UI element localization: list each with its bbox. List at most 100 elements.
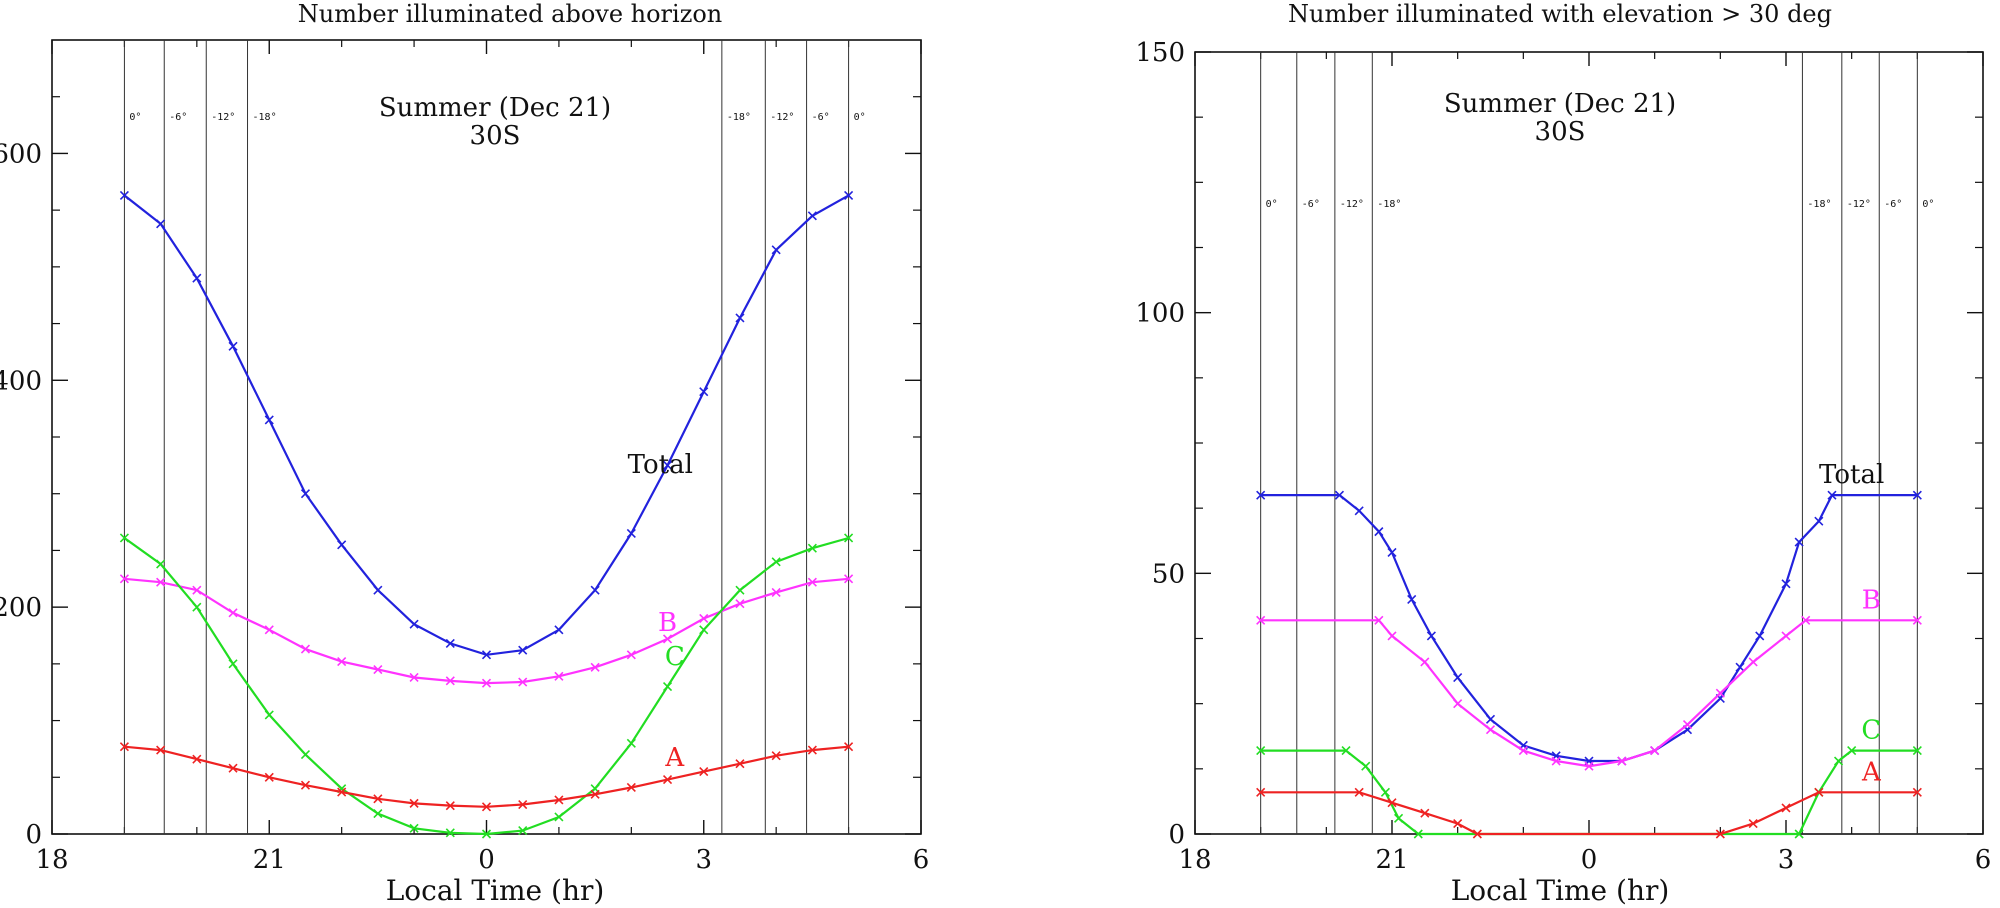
chart-panel-right: Number illuminated with elevation > 30 d… [1135, 0, 1991, 907]
data-point-c [1794, 829, 1804, 839]
data-point-c [1394, 813, 1404, 823]
data-point-total [337, 540, 347, 550]
data-point-a [156, 745, 166, 755]
series-line-total [123, 194, 850, 656]
data-point-c [409, 823, 419, 833]
data-point-b [1715, 688, 1725, 698]
data-point-total [1453, 673, 1463, 683]
data-point-a [1256, 787, 1266, 797]
x-axis-label-left: Local Time (hr) [386, 874, 605, 907]
series-line-a [124, 745, 849, 808]
series-line-total [1260, 494, 1918, 763]
data-point-total [1827, 490, 1837, 500]
data-point-b [1256, 615, 1266, 625]
data-point-a [1748, 819, 1758, 829]
data-point-b [445, 676, 455, 686]
data-point-a [771, 751, 781, 761]
data-point-total [1485, 714, 1496, 724]
data-point-a [192, 754, 202, 764]
x-tick-label: 18 [1178, 845, 1211, 875]
data-point-c [1912, 746, 1922, 756]
data-point-a [337, 787, 347, 797]
data-point-total [699, 387, 709, 397]
twilight-label: -18° [727, 112, 751, 123]
data-point-total [300, 489, 311, 499]
data-point-total [1814, 516, 1824, 526]
data-point-a [662, 774, 673, 785]
data-point-a [1814, 787, 1824, 797]
data-point-total [1912, 490, 1922, 500]
series-name-label: C [1861, 716, 1881, 746]
data-point-b [626, 650, 636, 660]
data-point-b [409, 672, 419, 683]
data-point-a [1781, 803, 1791, 813]
twilight-label: -6° [812, 112, 830, 123]
data-point-total [1781, 579, 1791, 589]
x-tick-label: 3 [695, 845, 712, 875]
data-point-b [337, 657, 347, 667]
data-point-c [228, 659, 238, 669]
data-point-b [1801, 615, 1811, 625]
y-tick-label: 600 [0, 139, 42, 169]
data-point-b [228, 608, 238, 618]
data-point-total [1256, 490, 1266, 500]
twilight-label: -12° [1847, 199, 1871, 210]
twilight-label: -18° [1377, 199, 1401, 210]
data-point-b [119, 574, 129, 584]
data-point-c [264, 710, 274, 720]
twilight-label: -12° [211, 112, 235, 123]
series-name-label: A [1861, 757, 1882, 787]
latitude-annotation-right: 30S [1535, 117, 1586, 147]
data-point-c [1380, 787, 1390, 797]
series-name-label: Total [1819, 460, 1884, 490]
data-point-total [1794, 537, 1804, 547]
data-point-b [1485, 725, 1496, 735]
data-point-c [699, 625, 709, 635]
data-point-c [445, 828, 455, 838]
chart-title-left: Number illuminated above horizon [298, 0, 723, 28]
data-point-b [1420, 657, 1430, 667]
data-point-a [1472, 829, 1482, 839]
data-point-a [626, 782, 636, 793]
data-point-c [844, 533, 854, 543]
data-point-c [1361, 761, 1371, 771]
data-point-a [1354, 787, 1364, 797]
data-point-c [373, 809, 383, 819]
x-tick-label: 3 [1778, 845, 1795, 875]
data-point-c [626, 738, 636, 748]
data-point-c [1341, 746, 1351, 756]
series-line-c [123, 536, 849, 836]
data-point-total [445, 638, 455, 649]
twilight-label: -12° [770, 112, 794, 123]
data-point-total [1407, 594, 1417, 604]
data-point-b [590, 662, 600, 672]
chart-title-right: Number illuminated with elevation > 30 d… [1288, 0, 1832, 28]
data-point-total [626, 528, 636, 538]
data-point-total [409, 619, 419, 629]
data-point-c [735, 585, 745, 595]
data-point-total [735, 313, 745, 323]
data-point-a [1453, 819, 1463, 829]
data-point-total [807, 211, 817, 221]
data-point-total [518, 645, 528, 655]
data-point-c [481, 829, 492, 839]
y-tick-label: 100 [1135, 299, 1185, 329]
latitude-annotation-left: 30S [470, 121, 521, 151]
x-tick-label: 6 [1975, 845, 1992, 875]
data-point-b [1374, 615, 1384, 625]
twilight-label: -12° [1340, 199, 1364, 210]
data-point-total [1735, 662, 1745, 672]
data-point-b [192, 585, 202, 595]
x-tick-label: 0 [478, 845, 495, 875]
data-point-total [1374, 527, 1384, 537]
data-point-c [1413, 829, 1423, 839]
data-point-total [1334, 490, 1345, 500]
data-point-total [554, 625, 564, 635]
data-point-b [844, 574, 854, 584]
data-point-a [373, 794, 383, 804]
x-tick-label: 21 [1375, 845, 1408, 875]
data-point-b [518, 677, 528, 687]
twilight-label: 0° [1266, 199, 1278, 210]
twilight-label: 0° [1922, 199, 1934, 210]
data-point-total [119, 190, 129, 200]
